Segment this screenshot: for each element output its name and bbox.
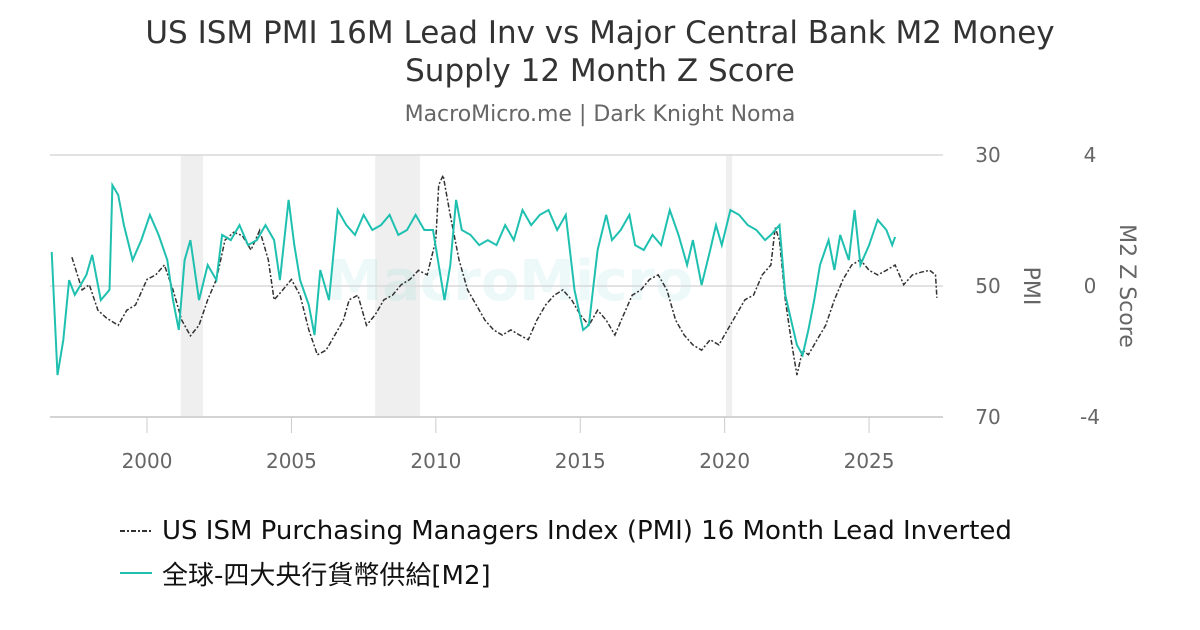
y2-tick-label: 4: [1084, 143, 1097, 167]
legend-label: 全球-四大央行貨幣供給[M2]: [162, 560, 491, 591]
chart-title: US ISM PMI 16M Lead Inv vs Major Central…: [145, 15, 1055, 89]
y2-tick-label: 0: [1084, 274, 1097, 298]
legend-item: US ISM Purchasing Managers Index (PMI) 1…: [120, 510, 1012, 552]
legend: US ISM Purchasing Managers Index (PMI) 1…: [120, 510, 1012, 594]
x-tick-label: 2025: [844, 449, 895, 473]
x-tick-label: 2005: [266, 449, 317, 473]
watermark: MacroMicro: [326, 249, 693, 314]
legend-item: 全球-四大央行貨幣供給[M2]: [120, 552, 1012, 594]
x-tick-label: 2010: [410, 449, 461, 473]
y-tick-label: 70: [975, 405, 1000, 429]
y2-tick-label: -4: [1080, 405, 1100, 429]
x-tick-label: 2020: [699, 449, 750, 473]
series-line: [50, 181, 897, 376]
legend-label: US ISM Purchasing Managers Index (PMI) 1…: [162, 516, 1012, 546]
y-axis-label: PMI: [1018, 267, 1043, 306]
y-tick-label: 30: [975, 143, 1000, 167]
series-line: [71, 172, 938, 376]
legend-swatch: [120, 572, 152, 574]
legend-swatch: [120, 530, 152, 532]
y2-axis-label: M2 Z Score: [1114, 224, 1139, 348]
x-tick-label: 2000: [122, 449, 173, 473]
x-tick-label: 2015: [555, 449, 606, 473]
chart-subtitle: MacroMicro.me | Dark Knight Noma: [404, 102, 796, 127]
y-tick-label: 50: [975, 274, 1000, 298]
